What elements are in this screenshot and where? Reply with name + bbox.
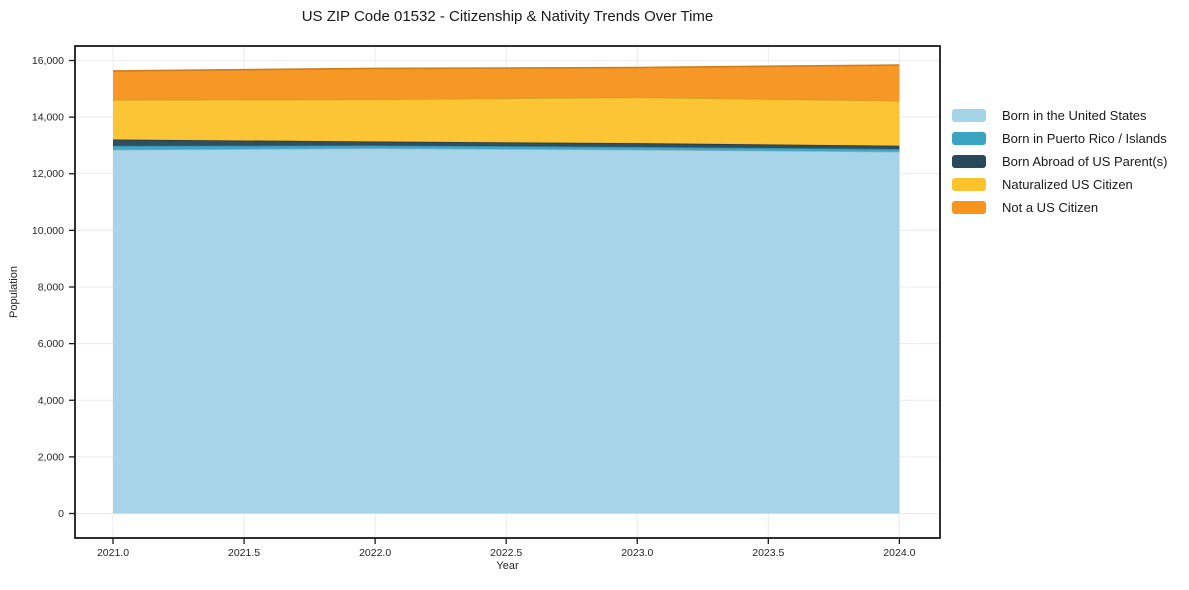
chart-title: US ZIP Code 01532 - Citizenship & Nativi…: [301, 8, 714, 25]
legend-item: Not a US Citizen: [952, 196, 1167, 219]
y-tick-label: 6,000: [38, 338, 64, 350]
legend: Born in the United States Born in Puerto…: [952, 104, 1167, 219]
legend-label: Naturalized US Citizen: [1002, 177, 1133, 192]
legend-swatch: [952, 132, 986, 145]
legend-label: Not a US Citizen: [1002, 200, 1099, 215]
y-tick-label: 8,000: [38, 282, 64, 294]
y-tick-label: 4,000: [38, 395, 64, 407]
legend-label: Born in Puerto Rico / Islands: [1002, 131, 1167, 146]
area-edge-not-a-us-citizen: [112, 64, 900, 72]
x-tick-label: 2023.5: [752, 547, 784, 559]
x-tick-label: 2023.0: [621, 547, 653, 559]
legend-swatch: [952, 109, 986, 122]
y-tick-label: 10,000: [32, 225, 64, 237]
legend-swatch: [952, 155, 986, 168]
legend-swatch: [952, 178, 986, 191]
area-naturalized-us-citizen: [113, 97, 900, 146]
y-tick-label: 0: [58, 508, 64, 520]
legend-item: Naturalized US Citizen: [952, 173, 1167, 196]
y-axis-label: Population: [8, 266, 20, 318]
legend-item: Born in the United States: [952, 104, 1167, 127]
plot-border: [74, 45, 941, 539]
legend-item: Born Abroad of US Parent(s): [952, 150, 1167, 173]
y-tick-label: 2,000: [38, 451, 64, 463]
y-tick-label: 14,000: [32, 112, 64, 124]
x-tick-label: 2022.5: [490, 547, 522, 559]
x-tick-label: 2022.0: [359, 547, 391, 559]
legend-label: Born Abroad of US Parent(s): [1002, 154, 1168, 169]
area-born-in-puerto-rico-islands: [113, 145, 900, 152]
x-tick-label: 2021.0: [97, 547, 129, 559]
legend-item: Born in Puerto Rico / Islands: [952, 127, 1167, 150]
area-born-abroad-of-us-parent-s: [113, 139, 900, 149]
x-tick-label: 2024.0: [883, 547, 915, 559]
y-tick-label: 16,000: [32, 55, 64, 67]
legend-swatch: [952, 201, 986, 214]
x-tick-label: 2021.5: [228, 547, 260, 559]
legend-label: Born in the United States: [1002, 108, 1147, 123]
y-tick-label: 12,000: [32, 168, 64, 180]
area-not-a-us-citizen: [113, 65, 900, 101]
area-born-in-the-united-states: [113, 148, 900, 514]
x-axis-label: Year: [496, 560, 519, 572]
